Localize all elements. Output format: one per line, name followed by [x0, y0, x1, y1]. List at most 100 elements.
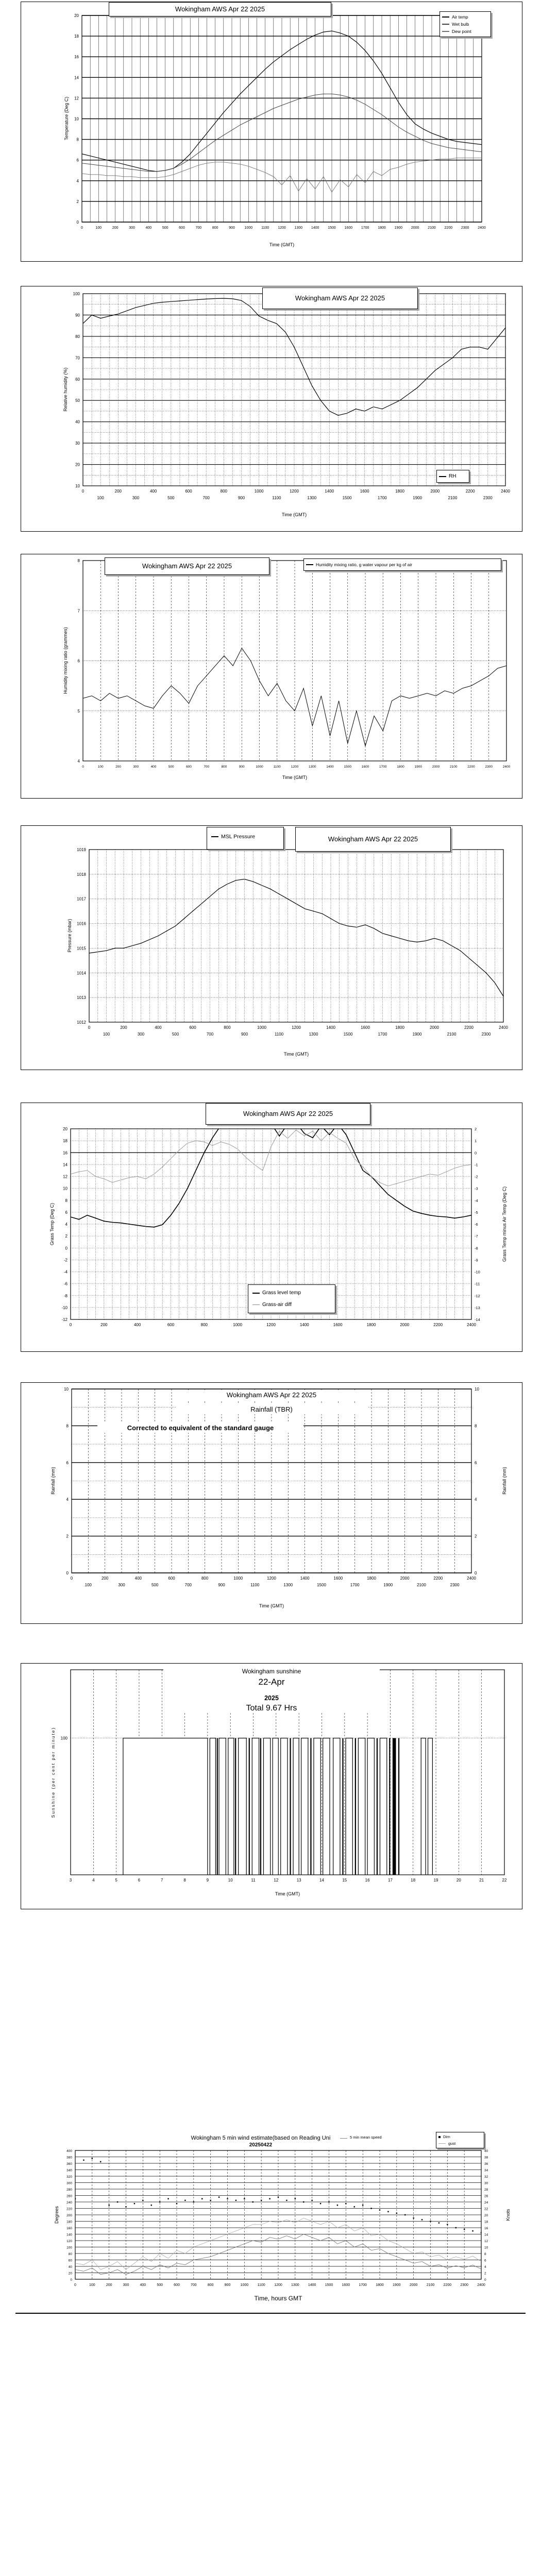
svg-text:1900: 1900: [413, 496, 422, 500]
svg-text:1800: 1800: [395, 1025, 404, 1030]
svg-text:-9: -9: [475, 1258, 478, 1262]
x-axis-label: Time (GMT): [269, 242, 295, 247]
svg-text:80: 80: [69, 2252, 73, 2256]
chart-title-block: Wokingham sunshine 22-Apr 2025 Total 9.6…: [163, 1668, 380, 1713]
svg-text:28: 28: [484, 2188, 488, 2192]
svg-text:500: 500: [162, 226, 168, 230]
svg-text:1400: 1400: [300, 1323, 309, 1327]
svg-text:1000: 1000: [255, 489, 264, 494]
svg-text:90: 90: [75, 313, 80, 317]
svg-text:1017: 1017: [77, 897, 86, 902]
svg-text:0: 0: [66, 1571, 69, 1575]
svg-text:8: 8: [66, 1423, 69, 1428]
svg-text:-10: -10: [475, 1270, 480, 1275]
svg-text:400: 400: [150, 489, 157, 494]
svg-text:700: 700: [191, 2283, 197, 2287]
svg-text:2400: 2400: [467, 1576, 476, 1581]
svg-text:1200: 1200: [274, 2283, 282, 2287]
svg-text:1012: 1012: [77, 1020, 86, 1025]
chart-title: Wokingham AWS Apr 22 2025: [176, 1390, 367, 1400]
svg-text:240: 240: [66, 2201, 72, 2205]
y-axis-label: Relative humidity (%): [63, 367, 68, 412]
svg-text:800: 800: [224, 1025, 231, 1030]
svg-text:1500: 1500: [325, 2283, 333, 2287]
sunshine-date: 22-Apr: [258, 1677, 285, 1687]
svg-text:36: 36: [484, 2162, 488, 2166]
legend: Dirn gust: [436, 2132, 484, 2148]
svg-text:1400: 1400: [308, 2283, 316, 2287]
svg-text:1200: 1200: [290, 489, 299, 494]
svg-text:400: 400: [140, 2283, 146, 2287]
svg-text:1300: 1300: [283, 1583, 293, 1587]
svg-text:600: 600: [168, 1576, 175, 1581]
svg-text:1600: 1600: [333, 1576, 343, 1581]
svg-text:10: 10: [484, 2246, 488, 2250]
svg-text:0: 0: [81, 226, 83, 230]
svg-text:10: 10: [63, 1187, 67, 1191]
svg-text:2200: 2200: [433, 1576, 443, 1581]
svg-text:-8: -8: [64, 1294, 68, 1298]
svg-text:-6: -6: [475, 1222, 478, 1227]
svg-text:900: 900: [238, 496, 245, 500]
svg-text:100: 100: [85, 1583, 92, 1587]
footer-divider: [15, 2313, 526, 2314]
svg-text:400: 400: [145, 226, 151, 230]
svg-text:20: 20: [74, 13, 79, 18]
svg-text:1000: 1000: [241, 2283, 249, 2287]
svg-text:0: 0: [77, 220, 79, 225]
svg-text:2000: 2000: [430, 489, 439, 494]
svg-text:800: 800: [201, 1323, 208, 1327]
svg-text:2000: 2000: [432, 765, 440, 769]
svg-text:2200: 2200: [464, 1025, 474, 1030]
svg-text:3: 3: [70, 1878, 72, 1883]
svg-text:1000: 1000: [233, 1576, 243, 1581]
svg-text:1500: 1500: [317, 1583, 326, 1587]
svg-text:24: 24: [484, 2201, 488, 2205]
svg-text:13: 13: [297, 1878, 301, 1883]
humidity-plot: 0 100 200 300 400 500 600 700 800 900 1000 1100 1200…: [73, 292, 511, 500]
svg-text:16: 16: [365, 1878, 370, 1883]
sunshine-plot: 3 4 5 6 7 8 9 10 11 12 13 14 15 16 17 18 19 20 21 22 100: [61, 1669, 507, 1883]
svg-text:2000: 2000: [400, 1576, 410, 1581]
svg-text:20: 20: [457, 1878, 461, 1883]
svg-text:1100: 1100: [250, 1583, 260, 1587]
y-axis-label-right: Rainfall (mm): [502, 1467, 507, 1495]
svg-text:8: 8: [183, 1878, 186, 1883]
svg-text:200: 200: [66, 2214, 72, 2217]
pressure-line-icon: [211, 836, 218, 837]
svg-text:260: 260: [66, 2195, 72, 2198]
svg-text:0: 0: [65, 1246, 68, 1250]
svg-text:-3: -3: [475, 1187, 478, 1191]
legend: RH: [436, 470, 469, 483]
svg-text:1200: 1200: [291, 765, 299, 769]
svg-text:340: 340: [66, 2169, 72, 2173]
svg-text:4: 4: [92, 1878, 95, 1883]
svg-text:200: 200: [100, 1323, 108, 1327]
svg-text:1700: 1700: [359, 2283, 367, 2287]
legend-item-gust: gust: [436, 2140, 484, 2147]
svg-text:4: 4: [65, 1222, 68, 1227]
svg-text:2400: 2400: [467, 1323, 476, 1327]
legend-item-rh: RH: [437, 472, 469, 480]
svg-text:600: 600: [174, 2283, 180, 2287]
wet-bulb-line-icon: [442, 24, 449, 25]
rainfall-chart: 0 100 200 300 400 500 600 700 800 900 1000 1100 1200…: [21, 1382, 522, 1624]
chart-subtitle: Rainfall (TBR): [176, 1404, 367, 1414]
svg-text:8: 8: [77, 138, 79, 142]
svg-text:1300: 1300: [307, 496, 316, 500]
svg-text:5: 5: [78, 709, 80, 714]
svg-text:10: 10: [228, 1878, 233, 1883]
y-axis-label-left: Degrees: [54, 2206, 59, 2224]
svg-text:-12: -12: [61, 1317, 67, 1322]
svg-text:22: 22: [484, 2208, 488, 2211]
svg-text:1900: 1900: [383, 1583, 393, 1587]
sunshine-chart: 3 4 5 6 7 8 9 10 11 12 13 14 15 16 17 18 19 20 21 22 100 Wok…: [21, 1663, 522, 1909]
svg-text:1500: 1500: [344, 765, 352, 769]
svg-text:1100: 1100: [272, 496, 281, 500]
svg-text:2: 2: [484, 2272, 486, 2276]
svg-text:2000: 2000: [410, 2283, 418, 2287]
svg-text:700: 700: [195, 226, 201, 230]
temperature-chart: 0 100 200 300 400 500 600 700 800 900 1000 1100 1200…: [21, 2, 522, 262]
svg-text:0: 0: [70, 2278, 72, 2282]
svg-text:22: 22: [502, 1878, 507, 1883]
